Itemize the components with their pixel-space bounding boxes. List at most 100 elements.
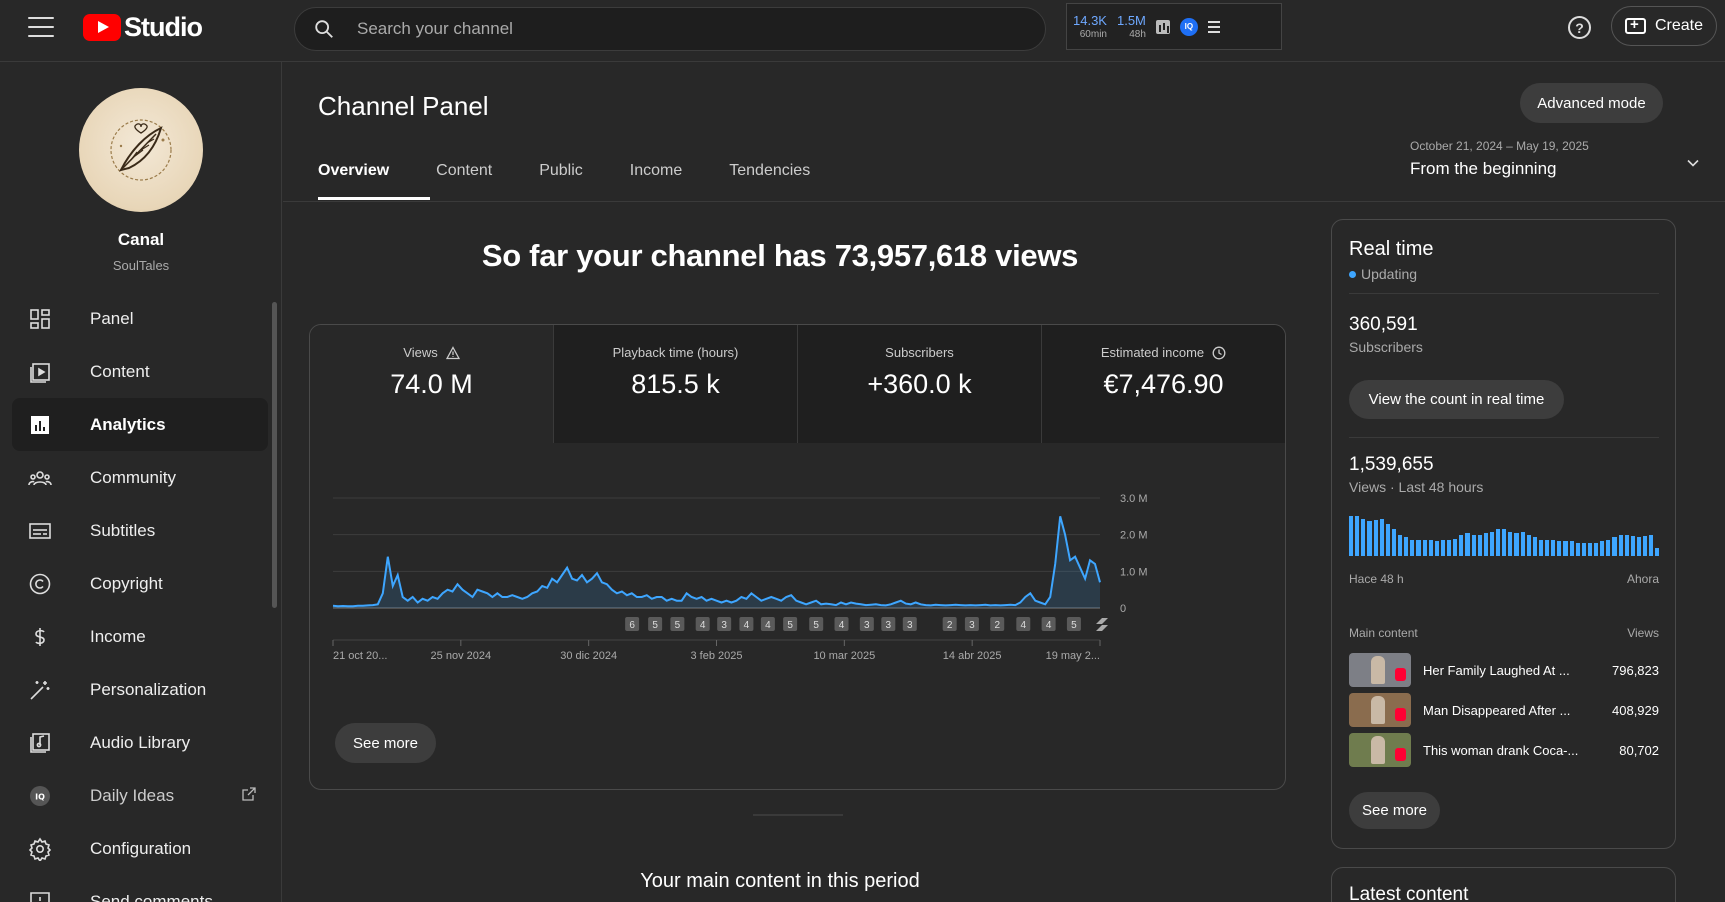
realtime-bar <box>1477 534 1482 556</box>
feedback-icon <box>28 890 52 902</box>
dollar-icon <box>28 625 52 649</box>
realtime-bar <box>1606 540 1611 556</box>
live-dot-icon <box>1349 270 1356 278</box>
realtime-bar <box>1581 542 1586 556</box>
sidebar-item-income[interactable]: Income <box>12 610 268 663</box>
divider <box>1349 293 1659 294</box>
sidebar-item-copyright[interactable]: Copyright <box>12 557 268 610</box>
see-more-content-button[interactable]: See more <box>1349 792 1440 829</box>
help-icon[interactable]: ? <box>1568 16 1591 39</box>
shorts-icon <box>1395 668 1406 681</box>
publish-marker-label: 5 <box>1071 620 1077 631</box>
publish-marker-label: 4 <box>1046 620 1052 631</box>
sidebar-nav: Panel Content Analytics Community Subtit… <box>12 292 268 902</box>
sidebar-item-label: Audio Library <box>90 732 191 752</box>
realtime-bar <box>1624 534 1629 556</box>
sidebar-item-audio-library[interactable]: Audio Library <box>12 716 268 769</box>
chevron-down-icon <box>1687 159 1699 167</box>
sidebar-item-daily-ideas[interactable]: IQ Daily Ideas <box>12 769 268 822</box>
realtime-bar <box>1410 540 1415 556</box>
sidebar-item-panel[interactable]: Panel <box>12 292 268 345</box>
clock-icon[interactable] <box>1212 346 1226 360</box>
y-tick-label: 1.0 M <box>1120 566 1148 578</box>
sidebar-item-label: Content <box>90 361 150 381</box>
metric-estimated-income[interactable]: Estimated income €7,476.90 <box>1041 325 1285 443</box>
ext-stat-label: 60min <box>1079 28 1107 40</box>
magic-wand-icon <box>28 678 52 702</box>
metric-subscribers[interactable]: Subscribers +360.0 k <box>797 325 1041 443</box>
channel-avatar[interactable] <box>79 88 203 212</box>
top-bar: Studio 14.3K 60min 1.5M 48h IQ ? Create <box>0 0 1725 62</box>
ext-stat-value: 14.3K <box>1073 12 1107 28</box>
sidebar-scrollbar[interactable] <box>272 302 277 608</box>
list-item[interactable]: Her Family Laughed At ... 796,823 <box>1349 650 1659 690</box>
tab-overview[interactable]: Overview <box>318 162 431 200</box>
iq-icon: IQ <box>28 784 52 808</box>
search-input[interactable] <box>357 19 957 39</box>
realtime-views-label: Views · Last 48 hours <box>1349 479 1484 495</box>
realtime-bar <box>1520 532 1525 556</box>
tab-content[interactable]: Content <box>436 162 493 179</box>
sidebar-item-analytics[interactable]: Analytics <box>12 398 268 451</box>
metric-label: Views <box>403 345 438 360</box>
sidebar-item-community[interactable]: Community <box>12 451 268 504</box>
publish-marker <box>1041 617 1056 631</box>
audio-library-icon <box>28 731 52 755</box>
realtime-bar <box>1355 516 1360 556</box>
see-more-button[interactable]: See more <box>335 723 436 763</box>
tab-public[interactable]: Public <box>539 162 583 179</box>
tab-income[interactable]: Income <box>629 162 683 179</box>
views-chart[interactable]: 3.0 M 2.0 M 1.0 M 0 6 5 5 4 3 4 4 5 5 4 3 3 3 2 3 2 4 4 5 21 oc… <box>310 443 1285 703</box>
x-tick-label: 14 abr 2025 <box>943 650 1002 662</box>
sidebar-item-label: Analytics <box>90 414 166 434</box>
menu-icon[interactable] <box>28 17 54 37</box>
tab-tendencies[interactable]: Tendencies <box>729 162 811 179</box>
publish-marker-label: 5 <box>652 620 658 631</box>
publish-marker-label: 4 <box>839 620 845 631</box>
realtime-bar <box>1465 533 1470 556</box>
studio-logo[interactable]: Studio <box>83 12 203 43</box>
publish-marker <box>760 617 775 631</box>
publish-marker-label: 5 <box>675 620 681 631</box>
list-item[interactable]: Man Disappeared After ... 408,929 <box>1349 690 1659 730</box>
tab-bar: Overview Content Public Income Tendencie… <box>318 162 857 200</box>
realtime-bar <box>1379 518 1384 556</box>
search-icon[interactable] <box>313 18 335 40</box>
bar-chart-icon[interactable] <box>1155 19 1170 34</box>
video-views: 408,929 <box>1612 702 1659 718</box>
realtime-bar <box>1508 532 1513 556</box>
iq-icon[interactable]: IQ <box>1179 17 1198 36</box>
sidebar-item-configuration[interactable]: Configuration <box>12 822 268 875</box>
create-button[interactable]: Create <box>1611 6 1717 46</box>
subscriber-count: 360,591 <box>1349 314 1418 335</box>
ext-stat-48h[interactable]: 1.5M 48h <box>1117 14 1146 40</box>
realtime-bar <box>1502 529 1507 556</box>
video-thumbnail <box>1349 693 1411 727</box>
search-bar[interactable] <box>294 7 1046 51</box>
publish-marker-label: 5 <box>813 620 819 631</box>
advanced-mode-button[interactable]: Advanced mode <box>1520 83 1663 123</box>
sidebar-item-content[interactable]: Content <box>12 345 268 398</box>
sidebar-item-label: Copyright <box>90 573 163 593</box>
date-range-selector[interactable]: October 21, 2024 – May 19, 2025 From the… <box>1410 139 1700 179</box>
publish-marker-label: 3 <box>864 620 870 631</box>
sidebar-item-send-comments[interactable]: Send comments <box>12 875 268 902</box>
metric-playback-time[interactable]: Playback time (hours) 815.5 k <box>553 325 797 443</box>
ext-stat-60min[interactable]: 14.3K 60min <box>1073 14 1107 40</box>
metric-value: +360.0 k <box>867 369 972 399</box>
ext-menu-icon[interactable] <box>1207 20 1220 33</box>
sidebar-item-subtitles[interactable]: Subtitles <box>12 504 268 557</box>
warning-icon[interactable] <box>445 345 460 360</box>
view-realtime-count-button[interactable]: View the count in real time <box>1349 380 1564 419</box>
realtime-bar-chart[interactable] <box>1349 516 1660 556</box>
copyright-icon <box>28 572 52 596</box>
publish-marker <box>1066 617 1081 631</box>
metric-views[interactable]: Views 74.0 M <box>310 325 553 443</box>
publish-marker <box>739 617 754 631</box>
realtime-bar <box>1636 537 1641 556</box>
realtime-bar <box>1532 537 1537 556</box>
realtime-bar <box>1422 540 1427 556</box>
channel-name: Canal <box>117 230 165 249</box>
sidebar-item-personalization[interactable]: Personalization <box>12 663 268 716</box>
list-item[interactable]: This woman drank Coca-... 80,702 <box>1349 730 1659 770</box>
